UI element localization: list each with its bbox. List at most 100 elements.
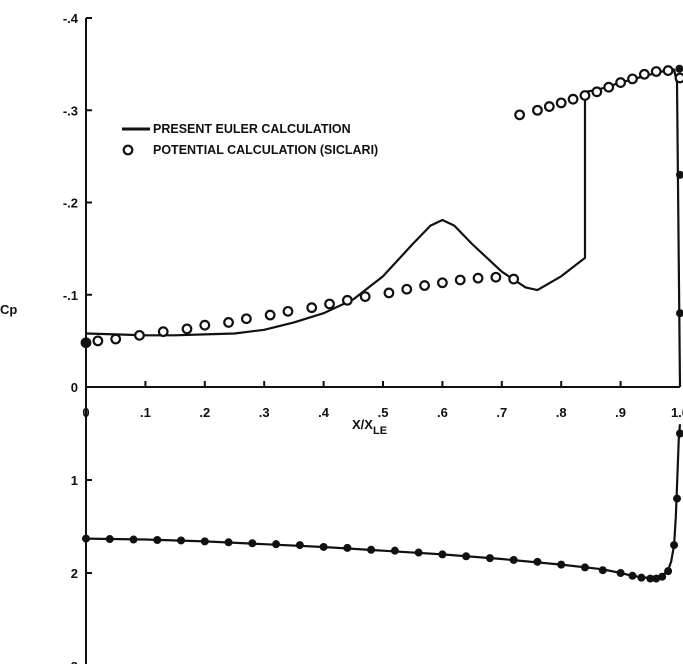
potential-point: [181, 323, 193, 335]
upper-dot-point: [676, 170, 683, 179]
potential-point: [650, 66, 662, 77]
potential-point: [514, 109, 526, 121]
potential-point: [306, 302, 318, 314]
lower-dot-point: [438, 550, 447, 559]
lower-dot-point: [580, 563, 589, 572]
potential-point: [134, 329, 145, 341]
potential-point: [638, 68, 650, 80]
potential-point: [508, 273, 520, 285]
marks: [80, 64, 683, 583]
lower-dot-point: [616, 569, 625, 577]
potential-point: [383, 287, 395, 299]
potential-point: [359, 291, 371, 302]
x-tick-label: .6: [437, 405, 448, 420]
lower-dot-point: [533, 557, 542, 566]
x-tick-label: .8: [556, 405, 567, 420]
lower-dot-point: [367, 545, 376, 554]
potential-point: [401, 283, 413, 295]
lower-dot-point: [248, 539, 257, 548]
x-axis-label: X/XLE: [352, 417, 387, 437]
lower-dot-point: [646, 574, 655, 583]
legend-euler-label: PRESENT EULER CALCULATION: [153, 122, 351, 136]
lower-dot-point: [664, 567, 673, 576]
potential-point: [419, 280, 430, 291]
lower-dot-point: [200, 537, 209, 546]
potential-point: [454, 274, 466, 286]
upper-dot-point: [676, 309, 683, 318]
potential-point: [264, 309, 276, 321]
lower-dot-point: [658, 572, 667, 581]
x-tick-label: .9: [615, 405, 626, 420]
lower-dot-point: [272, 540, 281, 549]
upper-dot-point: [675, 64, 683, 73]
legend-potential-label: POTENTIAL CALCULATION (SICLARI): [153, 143, 378, 157]
potential-point: [341, 294, 353, 306]
euler-lower-line: [85, 424, 682, 579]
potential-point: [110, 333, 122, 345]
y-tick-label: 2: [71, 566, 78, 581]
potential-point: [567, 93, 579, 105]
x-axis-label-sub: LE: [373, 425, 387, 437]
potential-point: [555, 97, 567, 109]
y-tick-label: -.1: [63, 288, 78, 303]
lower-dot-point: [390, 546, 399, 555]
potential-point: [543, 101, 555, 112]
potential-point: [92, 335, 104, 347]
lower-dot-point: [670, 541, 679, 550]
lower-dot-point: [673, 494, 682, 503]
lower-dot-point: [224, 538, 233, 547]
lower-dot-point: [485, 554, 494, 563]
lower-dot-point: [509, 555, 518, 564]
potential-point: [240, 313, 252, 325]
x-tick-label: .4: [318, 405, 330, 420]
lower-dot-point: [82, 534, 90, 543]
potential-point: [157, 326, 169, 338]
potential-point: [674, 72, 683, 84]
lower-dot-point: [628, 571, 637, 580]
y-tick-label: 3: [71, 659, 78, 664]
potential-point: [615, 77, 626, 88]
y-tick-label: -.3: [63, 103, 78, 118]
x-axis-label-main: X/X: [352, 417, 373, 432]
potential-point: [627, 73, 638, 85]
y-axis-label: Cp: [0, 302, 17, 317]
euler-upper-line: [85, 67, 682, 388]
lower-dot-point: [105, 535, 114, 544]
legend-circle-swatch: [122, 144, 134, 156]
lower-dot-point: [676, 429, 683, 438]
y-tick-label: -.4: [63, 11, 79, 26]
lower-dot-point: [319, 542, 328, 551]
y-tick-label: 1: [71, 473, 78, 488]
potential-point: [223, 317, 234, 328]
x-tick-label: .5: [378, 405, 389, 420]
potential-point: [199, 319, 211, 331]
x-tick-label: .3: [259, 405, 270, 420]
potential-point: [603, 81, 615, 93]
ticks: -.4 -.3 -.2 -.1 0 1 2 3 0 .1 .2 .3 .4 .5 .6 .7 .8 .9 1.0: [63, 11, 683, 664]
upper-dot-point: [82, 338, 90, 347]
lower-dot-point: [177, 536, 186, 545]
y-tick-label: -.2: [63, 196, 78, 211]
lower-dot-point: [414, 548, 423, 557]
potential-point: [472, 272, 484, 284]
potential-point: [437, 277, 448, 289]
legend: PRESENT EULER CALCULATION POTENTIAL CALC…: [122, 122, 378, 157]
potential-point: [662, 65, 674, 76]
potential-point: [282, 305, 294, 317]
x-tick-label: .2: [199, 405, 210, 420]
lower-dot-point: [637, 573, 646, 582]
lower-dot-point: [462, 552, 471, 561]
potential-point: [532, 104, 543, 116]
x-tick-label: .7: [496, 405, 507, 420]
lower-dot-point: [153, 535, 162, 544]
lower-dot-point: [295, 541, 304, 550]
lower-dot-point: [343, 543, 352, 552]
x-tick-label: 1.0: [671, 405, 683, 420]
y-tick-label: 0: [71, 380, 78, 395]
lower-dot-point: [557, 560, 566, 569]
lower-dot-point: [598, 566, 607, 575]
lower-dot-point: [129, 535, 138, 544]
potential-point: [579, 90, 591, 101]
potential-point: [324, 298, 335, 310]
